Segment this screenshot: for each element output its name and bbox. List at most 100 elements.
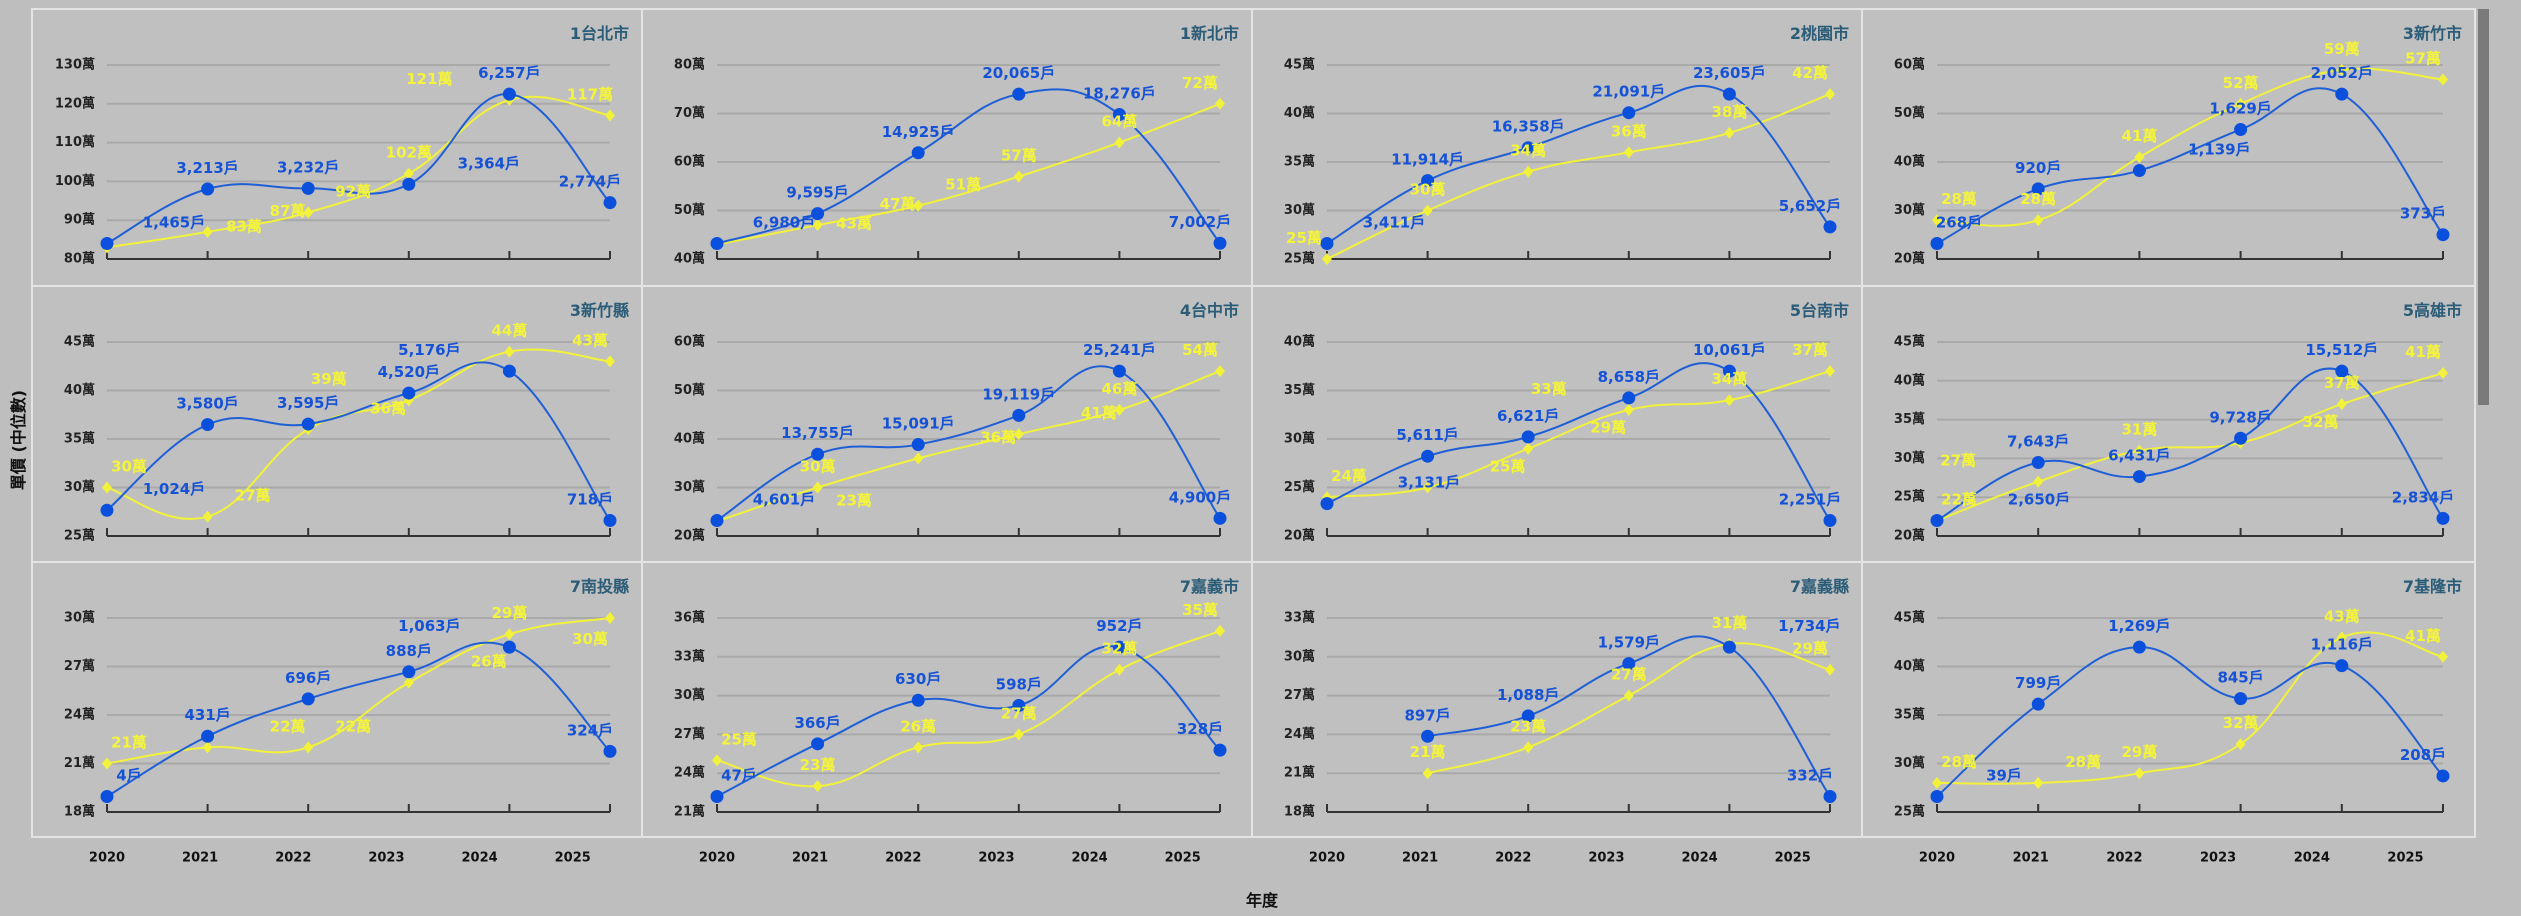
count-point-marker[interactable] (1622, 391, 1636, 405)
count-point-marker[interactable] (911, 146, 925, 160)
price-point-marker[interactable] (2235, 97, 2246, 110)
price-point-marker[interactable] (2438, 73, 2448, 86)
count-point-marker[interactable] (502, 87, 516, 101)
count-point-marker[interactable] (1112, 640, 1126, 654)
count-point-marker[interactable] (1320, 236, 1334, 250)
price-point-marker[interactable] (1932, 776, 1942, 789)
price-point-marker[interactable] (1322, 253, 1332, 265)
price-point-marker[interactable] (102, 757, 112, 770)
count-point-marker[interactable] (603, 513, 617, 527)
price-point-marker[interactable] (1825, 365, 1835, 378)
count-point-marker[interactable] (1823, 220, 1837, 234)
count-point-marker[interactable] (1112, 108, 1126, 122)
price-point-marker[interactable] (2336, 631, 2347, 644)
count-point-marker[interactable] (811, 207, 825, 221)
price-point-marker[interactable] (1623, 689, 1634, 702)
count-point-marker[interactable] (1823, 789, 1837, 803)
price-point-marker[interactable] (2336, 398, 2347, 411)
count-point-marker[interactable] (811, 737, 825, 751)
price-point-marker[interactable] (403, 676, 414, 689)
count-point-marker[interactable] (201, 182, 215, 196)
count-point-marker[interactable] (1722, 364, 1736, 378)
count-point-marker[interactable] (301, 692, 315, 706)
price-point-marker[interactable] (1422, 481, 1433, 494)
count-point-marker[interactable] (100, 236, 114, 250)
price-point-marker[interactable] (1114, 403, 1125, 416)
price-point-marker[interactable] (812, 481, 823, 494)
price-point-marker[interactable] (202, 741, 213, 754)
count-point-marker[interactable] (2132, 470, 2146, 484)
price-point-marker[interactable] (1825, 88, 1835, 101)
price-point-marker[interactable] (1215, 97, 1225, 110)
price-point-marker[interactable] (913, 199, 924, 212)
count-point-marker[interactable] (1421, 729, 1435, 743)
count-point-marker[interactable] (2031, 697, 2045, 711)
count-point-marker[interactable] (402, 665, 416, 679)
count-point-marker[interactable] (1622, 657, 1636, 671)
count-point-marker[interactable] (1622, 106, 1636, 120)
count-point-marker[interactable] (402, 177, 416, 191)
price-point-marker[interactable] (605, 109, 615, 122)
count-point-marker[interactable] (1823, 513, 1837, 527)
price-point-marker[interactable] (1013, 428, 1024, 441)
price-point-marker[interactable] (1932, 214, 1942, 227)
count-point-marker[interactable] (1320, 497, 1334, 511)
count-point-marker[interactable] (1722, 640, 1736, 654)
price-point-marker[interactable] (2438, 650, 2448, 663)
price-point-marker[interactable] (504, 628, 515, 641)
price-point-marker[interactable] (1215, 365, 1225, 378)
price-point-marker[interactable] (712, 754, 722, 767)
price-point-marker[interactable] (1215, 624, 1225, 637)
price-point-marker[interactable] (1623, 146, 1634, 159)
count-point-marker[interactable] (2436, 228, 2450, 242)
price-point-marker[interactable] (812, 219, 823, 232)
price-point-marker[interactable] (2134, 151, 2145, 164)
count-point-marker[interactable] (2132, 640, 2146, 654)
count-point-marker[interactable] (1521, 709, 1535, 723)
count-point-marker[interactable] (1213, 743, 1227, 757)
price-point-marker[interactable] (2134, 444, 2145, 457)
count-point-marker[interactable] (1521, 141, 1535, 155)
price-point-marker[interactable] (1724, 126, 1735, 139)
price-point-marker[interactable] (812, 780, 823, 793)
count-point-marker[interactable] (100, 789, 114, 803)
count-point-marker[interactable] (811, 447, 825, 461)
price-point-marker[interactable] (1013, 170, 1024, 183)
count-point-marker[interactable] (1012, 408, 1026, 422)
count-point-marker[interactable] (2335, 659, 2349, 673)
price-point-marker[interactable] (2033, 475, 2044, 488)
price-point-marker[interactable] (102, 481, 112, 494)
count-point-marker[interactable] (301, 181, 315, 195)
count-point-marker[interactable] (100, 503, 114, 517)
price-point-marker[interactable] (2438, 367, 2448, 380)
count-point-marker[interactable] (2234, 431, 2248, 445)
price-point-marker[interactable] (2033, 214, 2044, 227)
price-point-marker[interactable] (605, 612, 615, 624)
count-point-marker[interactable] (1421, 174, 1435, 188)
count-point-marker[interactable] (2436, 511, 2450, 525)
count-point-marker[interactable] (710, 513, 724, 527)
price-point-marker[interactable] (303, 206, 314, 219)
count-point-marker[interactable] (1521, 430, 1535, 444)
price-point-marker[interactable] (913, 741, 924, 754)
price-point-marker[interactable] (1114, 663, 1125, 676)
count-point-marker[interactable] (1722, 87, 1736, 101)
count-point-marker[interactable] (1930, 513, 1944, 527)
price-point-marker[interactable] (1013, 728, 1024, 741)
count-point-marker[interactable] (301, 417, 315, 431)
price-point-marker[interactable] (2033, 776, 2044, 789)
count-point-marker[interactable] (603, 744, 617, 758)
count-point-marker[interactable] (1930, 236, 1944, 250)
price-point-marker[interactable] (1114, 136, 1125, 149)
count-point-marker[interactable] (710, 789, 724, 803)
count-point-marker[interactable] (2031, 455, 2045, 469)
price-point-marker[interactable] (1825, 663, 1835, 676)
price-point-marker[interactable] (303, 741, 314, 754)
count-point-marker[interactable] (603, 196, 617, 210)
price-point-marker[interactable] (202, 225, 213, 238)
count-point-marker[interactable] (1012, 87, 1026, 101)
price-point-marker[interactable] (202, 510, 213, 523)
price-point-marker[interactable] (2134, 767, 2145, 780)
count-point-marker[interactable] (1213, 236, 1227, 250)
count-point-marker[interactable] (201, 418, 215, 432)
